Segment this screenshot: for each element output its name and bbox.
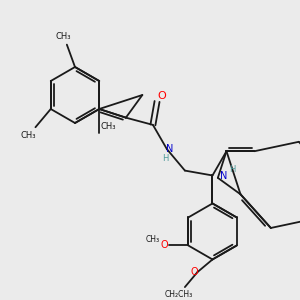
Text: CH₃: CH₃ — [21, 131, 36, 140]
Text: CH₃: CH₃ — [146, 235, 160, 244]
Text: O: O — [161, 241, 169, 250]
Text: H: H — [162, 154, 168, 163]
Text: N: N — [220, 171, 227, 181]
Text: CH₃: CH₃ — [100, 122, 116, 131]
Text: O: O — [191, 267, 198, 277]
Text: CH₃: CH₃ — [55, 32, 70, 41]
Text: O: O — [158, 92, 167, 101]
Text: CH₂CH₃: CH₂CH₃ — [165, 290, 193, 298]
Text: N: N — [166, 144, 174, 154]
Text: H: H — [229, 165, 235, 174]
